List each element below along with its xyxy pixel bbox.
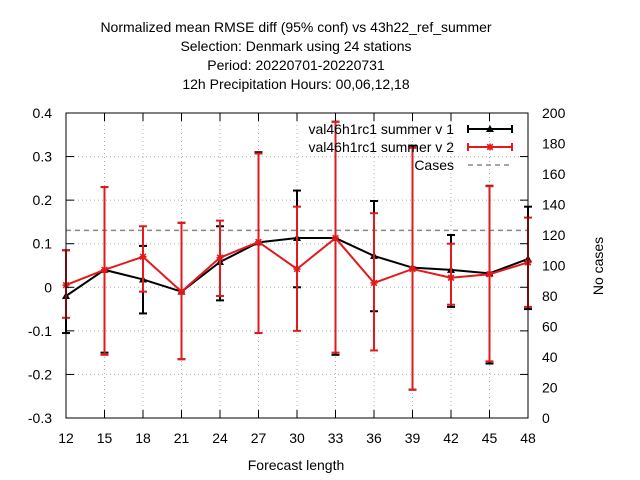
x-tick-label: 33 [328,430,344,446]
y2-tick-label: 40 [542,349,558,365]
legend: val46h1rc1 summer v 1 val46h1rc1 summer v… [308,121,513,173]
x-tick-label: 39 [405,430,421,446]
x-tick-label: 27 [251,430,267,446]
series-2 [62,120,532,391]
data-point-marker [486,125,494,132]
series-group [62,120,532,391]
marker-stroke [216,254,224,262]
y2-tick-label: 120 [542,227,566,243]
data-point-marker [139,253,147,261]
data-point-marker [216,254,224,262]
y-tick-label: -0.2 [28,366,52,382]
marker-stroke [101,266,108,274]
legend-item: Cases [414,157,512,173]
marker-stroke [486,270,493,278]
y2-tick-label: 180 [542,136,566,152]
data-point-marker [255,238,262,246]
data-point-marker [370,279,378,287]
x-tick-label: 42 [443,430,459,446]
marker-stroke [178,288,185,296]
marker-stroke [447,274,455,282]
data-point-marker [101,266,108,274]
y2-tick-label: 20 [542,380,558,396]
marker-stroke [332,234,339,242]
data-point-marker [293,265,301,273]
marker-stroke [139,253,147,261]
legend-label: val46h1rc1 summer v 2 [308,139,454,155]
x-tick-label: 21 [174,430,190,446]
y-tick-label: -0.1 [28,323,52,339]
y-tick-label: 0.1 [33,236,53,252]
axis-ticks: -0.3 -0.2 -0.1 0 0.1 0.2 0.3 0.4 0 20 40 60 80 100 120… [28,105,566,446]
y2-tick-label: 80 [542,288,558,304]
title-line: Selection: Denmark using 24 stations [180,38,411,54]
x-axis-label: Forecast length [248,457,345,473]
y-tick-label: 0.4 [33,105,53,121]
legend-label: Cases [414,157,454,173]
marker-stroke [409,265,416,273]
x-tick-label: 45 [482,430,498,446]
data-point-marker [486,270,493,278]
legend-item: val46h1rc1 summer v 2 [308,139,513,155]
y2-tick-label: 0 [542,410,550,426]
data-point-marker [178,288,185,296]
data-point-marker [486,143,494,151]
y2-tick-label: 140 [542,197,566,213]
x-tick-label: 18 [135,430,151,446]
x-tick-label: 36 [366,430,382,446]
y2-tick-label: 100 [542,258,566,274]
y2-tick-label: 60 [542,319,558,335]
y2-tick-label: 160 [542,166,566,182]
x-tick-label: 30 [289,430,305,446]
x-tick-label: 24 [212,430,228,446]
marker-stroke [255,238,262,246]
y-tick-label: 0.2 [33,192,53,208]
x-tick-label: 48 [520,430,536,446]
title-line: Normalized mean RMSE diff (95% conf) vs … [100,19,491,35]
data-point-marker [332,234,339,242]
marker-stroke [370,279,378,287]
title-line: Period: 20220701-20220731 [207,57,385,73]
marker-stroke [293,265,301,273]
y-tick-label: 0.3 [33,149,53,165]
y-tick-label: -0.3 [28,410,52,426]
legend-item: val46h1rc1 summer v 1 [308,121,513,137]
x-tick-label: 12 [58,430,74,446]
legend-label: val46h1rc1 summer v 1 [308,121,454,137]
data-point-marker [447,274,455,282]
y2-tick-label: 200 [542,105,566,121]
data-point-marker [409,265,416,273]
y2-axis-label: No cases [590,237,606,295]
y-tick-label: 0 [44,279,52,295]
x-tick-label: 15 [97,430,113,446]
chart-title: Normalized mean RMSE diff (95% conf) vs … [100,19,491,92]
title-line: 12h Precipitation Hours: 00,06,12,18 [182,76,409,92]
marker-stroke [486,143,494,151]
